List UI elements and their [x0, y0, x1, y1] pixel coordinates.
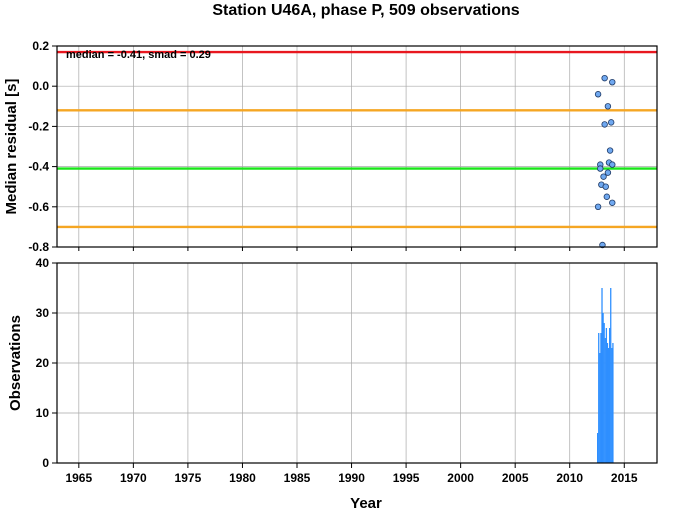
residual-point [601, 121, 608, 128]
x-tick-label: 1975 [175, 471, 202, 485]
observations-y-ticks: 0 10 20 30 40 [36, 256, 57, 470]
y-tick-label: 0.2 [32, 39, 49, 53]
residual-point [594, 91, 602, 98]
chart-title: Station U46A, phase P, 509 observations [212, 2, 519, 19]
residual-panel: -0.8 -0.6 -0.4 -0.2 0.0 0.2 median = -0.41, s… [3, 39, 658, 254]
observation-bar [600, 333, 602, 463]
x-tick-label: 1990 [338, 471, 365, 485]
x-tick-label: 1970 [120, 471, 147, 485]
observation-bar [601, 288, 603, 463]
residual-grid [57, 45, 657, 248]
residual-point [606, 147, 614, 154]
observation-bar [606, 343, 609, 463]
residual-y-axis-label: Median residual [s] [3, 79, 20, 215]
observation-bar [605, 328, 608, 463]
observation-bar [604, 338, 606, 463]
residual-point [609, 78, 616, 86]
observation-bar [611, 348, 613, 463]
observation-bar [598, 333, 600, 463]
residual-point [603, 193, 611, 200]
residual-point [604, 103, 612, 110]
y-tick-label: 10 [36, 406, 50, 420]
x-tick-label: 1965 [65, 471, 92, 485]
observations-grid [57, 262, 657, 464]
observation-bar [603, 323, 605, 463]
residual-point [609, 199, 616, 206]
observation-bar [599, 353, 601, 463]
x-tick-label: 1995 [393, 471, 420, 485]
residual-point [607, 119, 615, 126]
x-tick-label: 1985 [284, 471, 311, 485]
observation-bar [612, 343, 614, 463]
x-tick-label: 1980 [229, 471, 256, 485]
y-tick-label: 0 [42, 456, 49, 470]
y-tick-label: 0.0 [32, 79, 49, 93]
y-tick-label: 30 [36, 306, 50, 320]
y-tick-label: 40 [36, 256, 50, 270]
observations-y-axis-label: Observations [7, 315, 24, 411]
observation-bar [607, 348, 610, 463]
year-x-axis-label: Year [350, 495, 382, 511]
residual-point [600, 173, 607, 180]
x-tick-label: 2005 [502, 471, 529, 485]
residual-point [597, 165, 604, 172]
reference-lines [57, 50, 657, 229]
observation-bars [597, 288, 614, 463]
observations-panel: 0 10 20 30 40 1965 1970 1975 1980 1985 1990 1995 20… [7, 256, 658, 511]
residual-point [609, 161, 616, 168]
residual-point [604, 169, 612, 176]
residual-point [602, 183, 609, 190]
observation-bar [597, 433, 599, 463]
residual-panel-frame [56, 45, 658, 248]
year-x-ticks: 1965 1970 1975 1980 1985 1990 1995 2000 2005 2010… [65, 463, 638, 485]
x-tick-label: 2010 [556, 471, 583, 485]
y-tick-label: -0.8 [28, 240, 49, 254]
observation-bar [610, 288, 612, 463]
residual-y-ticks: -0.8 -0.6 -0.4 -0.2 0.0 0.2 [28, 39, 625, 254]
y-tick-label: -0.2 [28, 119, 49, 133]
residual-point [599, 241, 606, 249]
median-annotation: median = -0.41, smad = 0.29 [66, 49, 211, 61]
y-tick-label: -0.4 [28, 160, 49, 174]
residual-point [594, 203, 602, 210]
y-tick-label: 20 [36, 356, 50, 370]
observation-bar [602, 313, 604, 463]
x-tick-label: 2015 [611, 471, 638, 485]
x-tick-label: 2000 [447, 471, 474, 485]
observation-bar [609, 328, 611, 463]
residual-points [594, 74, 616, 249]
y-tick-label: -0.6 [28, 200, 49, 214]
residual-point [601, 74, 608, 82]
